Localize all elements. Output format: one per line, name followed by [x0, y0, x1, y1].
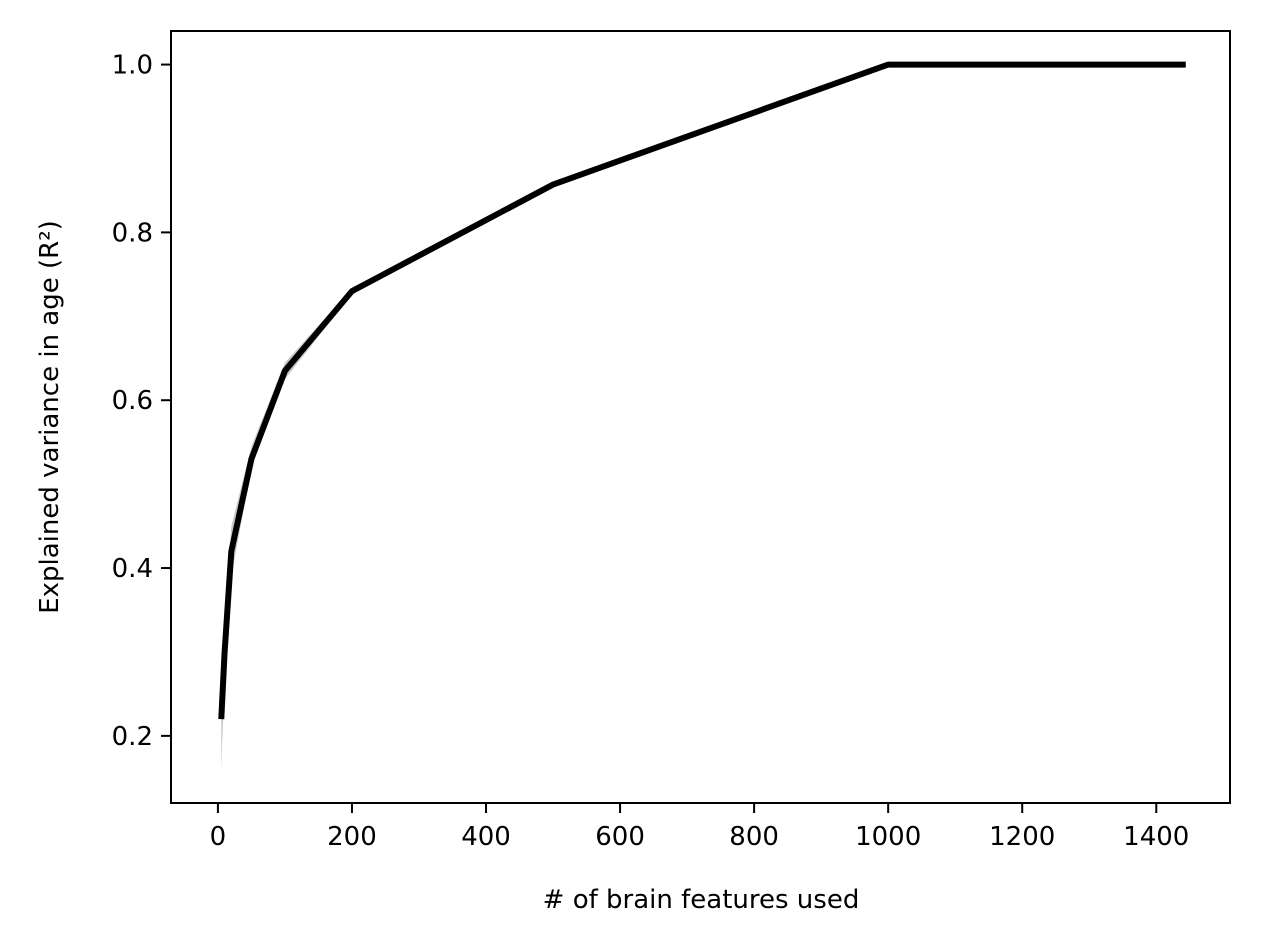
- y-axis-label: Explained variance in age (R²): [35, 220, 65, 614]
- x-axis-label: # of brain features used: [543, 885, 860, 915]
- plot-frame: [170, 30, 1231, 804]
- x-tick-label: 1000: [855, 822, 921, 852]
- x-tick-label: 0: [210, 822, 227, 852]
- y-axis: 0.2 0.4 0.6 0.8 1.0: [112, 51, 171, 752]
- x-axis: 0 200 400 600 800 1000 1200 1400: [210, 803, 1189, 852]
- plot-area: [170, 30, 1231, 804]
- x-tick-label: 600: [595, 822, 645, 852]
- x-tick-label: 1400: [1123, 822, 1189, 852]
- x-tick-label: 800: [729, 822, 779, 852]
- y-tick-label: 0.6: [112, 386, 153, 416]
- y-tick-label: 1.0: [112, 51, 153, 81]
- x-tick-label: 200: [327, 822, 377, 852]
- plot-background: [171, 31, 1230, 803]
- y-tick-label: 0.4: [112, 554, 153, 584]
- y-tick-label: 0.8: [112, 218, 153, 248]
- series-line: [218, 61, 1186, 720]
- y-tick-label: 0.2: [112, 722, 153, 752]
- x-tick-label: 1200: [989, 822, 1055, 852]
- x-tick-label: 400: [461, 822, 511, 852]
